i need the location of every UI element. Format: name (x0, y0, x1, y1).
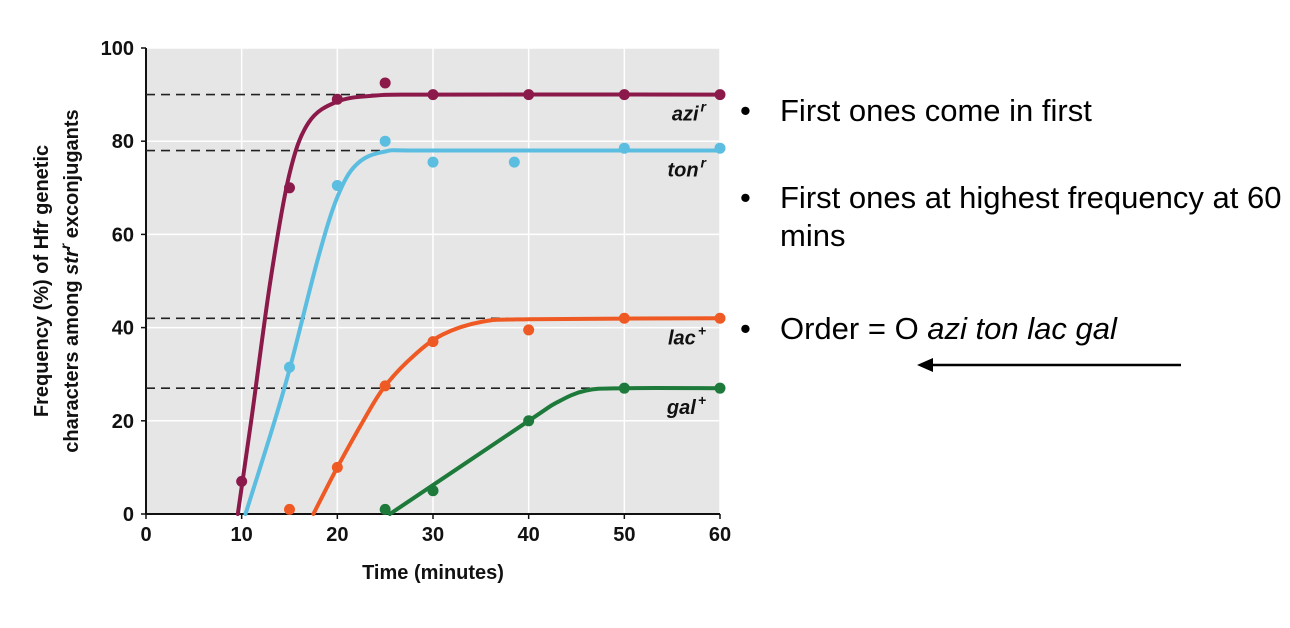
curve-gal (387, 386, 722, 516)
bullet-marker: • (740, 311, 751, 346)
x-tick-label: 10 (231, 524, 253, 546)
data-point-azi (523, 89, 535, 101)
data-point-lac (331, 461, 343, 473)
y-tick-label: 80 (112, 131, 134, 153)
gridlines (146, 47, 721, 514)
x-tick-label: 50 (613, 524, 635, 546)
data-point-azi (236, 475, 248, 487)
series-label-ton: ton r (667, 155, 707, 182)
data-point-azi (618, 89, 630, 101)
y-axis-title-line1: Frequency (%) of Hfr genetic (31, 145, 53, 417)
data-point-azi (714, 89, 726, 101)
x-tick-label: 40 (518, 524, 540, 546)
x-tick-label: 20 (326, 524, 348, 546)
data-point-lac (523, 324, 535, 336)
data-point-ton (284, 361, 295, 373)
data-point-ton (427, 156, 439, 168)
data-point-gal (379, 503, 391, 515)
data-point-ton (379, 135, 391, 147)
y-tick-label: 0 (123, 504, 134, 526)
frequency-chart: 0 10 20 30 40 50 60 0 20 40 60 80 100 azi r ton r lac + ga… (31, 38, 732, 584)
bullet-marker: • (740, 93, 751, 128)
data-point-lac (714, 312, 726, 324)
bullet-marker: • (740, 180, 751, 215)
x-tick-label: 30 (422, 524, 444, 546)
data-point-azi (379, 77, 391, 89)
data-point-azi (284, 182, 295, 194)
data-point-lac (379, 380, 391, 392)
left-arrow-icon (917, 358, 1181, 372)
data-point-azi (331, 93, 343, 105)
tick-labels: 0 10 20 30 40 50 60 0 20 40 60 80 100 (101, 38, 732, 546)
data-point-gal (523, 415, 535, 427)
data-point-gal (714, 382, 726, 394)
x-tick-label: 60 (709, 524, 731, 546)
y-tick-label: 40 (112, 318, 134, 340)
x-axis-title: Time (minutes) (362, 562, 504, 584)
curve-lac (311, 316, 722, 516)
data-point-azi (427, 89, 439, 101)
data-points (236, 77, 726, 515)
data-point-lac (284, 503, 295, 515)
series-label-gal: gal + (666, 392, 706, 419)
series-label-lac: lac + (668, 322, 706, 349)
data-point-ton (508, 156, 520, 168)
gene-order: azi ton lac gal (927, 311, 1117, 346)
y-axis-title-line2: characters among strr exconjugants (57, 109, 83, 452)
series-labels: azi r ton r lac + gal + (666, 99, 708, 420)
data-point-gal (618, 382, 630, 394)
data-point-ton (714, 142, 726, 154)
bullet-text: First ones come in first (780, 93, 1092, 128)
y-tick-label: 100 (101, 38, 134, 60)
curve-azi (235, 92, 722, 516)
data-point-lac (427, 336, 439, 348)
data-point-ton (331, 179, 343, 191)
y-tick-label: 20 (112, 411, 134, 433)
data-point-ton (618, 142, 630, 154)
data-point-gal (427, 485, 439, 497)
bullet-text: Order = O azi ton lac gal (780, 311, 1117, 346)
bullet-text: First ones at highest frequency at 60 mi… (780, 180, 1282, 253)
series-label-azi: azi r (672, 99, 708, 126)
data-point-lac (618, 312, 630, 324)
x-tick-label: 0 (140, 524, 151, 546)
y-tick-label: 60 (112, 224, 134, 246)
